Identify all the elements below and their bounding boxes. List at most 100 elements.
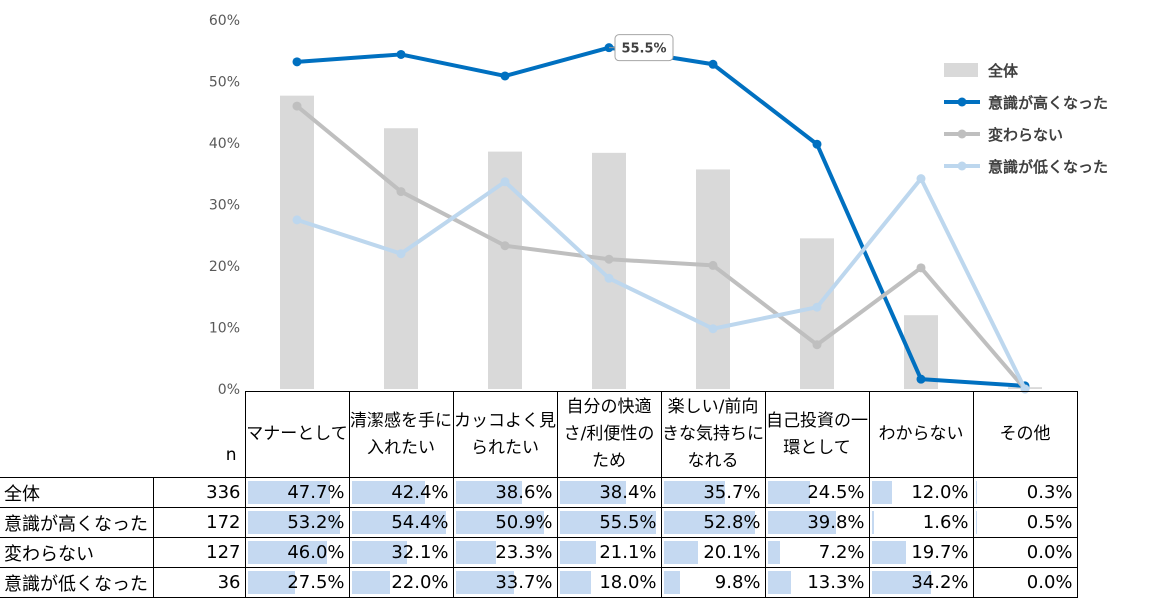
table-row: 意識が高くなった 172 53.2% 54.4% 50.9% 55.5% 52.8% 39.8… [0,507,1078,538]
data-bar [351,511,446,534]
data-point [500,177,510,187]
y-tick-label: 30% [209,198,240,214]
value-cell: 46.0% [244,537,350,568]
value-cell: 23.3% [452,537,558,568]
series-line [296,176,1027,390]
category-header: 清潔感を手に入れたい [348,391,454,478]
data-bar [871,571,931,594]
table-row: 全体 336 47.7% 42.4% 38.6% 38.4% 35.7% 24.5% 12.0%… [0,477,1078,508]
data-point [396,187,406,197]
n-value: 336 [152,477,246,508]
data-point [500,241,510,251]
value-cell: 18.0% [556,567,662,598]
data-point [604,273,614,283]
value-text: 23.3% [495,542,553,563]
y-tick-label: 10% [209,321,240,337]
value-cell: 35.7% [660,477,766,508]
value-cell: 13.3% [764,567,870,598]
value-text: 27.5% [287,572,345,593]
data-point [708,260,718,270]
value-text: 13.3% [807,572,865,593]
legend-marker [957,97,967,107]
n-value: 127 [152,537,246,568]
value-cell: 33.7% [452,567,558,598]
value-cell: 54.4% [348,507,454,538]
value-text: 7.2% [818,542,865,563]
data-bar [247,541,328,564]
data-bar [663,511,755,534]
value-text: 54.4% [391,512,449,533]
n-value: 172 [152,507,246,538]
data-bar [559,541,596,564]
bar [280,95,314,390]
data-bar [455,481,523,504]
value-text: 1.6% [922,512,969,533]
value-text: 24.5% [807,482,865,503]
value-cell: 0.3% [972,477,1078,508]
value-text: 35.7% [703,482,761,503]
data-point [916,174,926,184]
data-bar [871,481,893,504]
data-bar [663,571,681,594]
value-text: 0.0% [1026,542,1073,563]
value-text: 19.7% [911,542,969,563]
value-text: 38.4% [599,482,657,503]
data-bar [351,481,425,504]
data-bar [767,571,791,594]
table-row: 意識が低くなった 36 27.5% 22.0% 33.7% 18.0% 9.8% 13.3% 3… [0,567,1078,598]
data-point [708,324,718,334]
row-label: 全体 [0,477,153,508]
value-text: 0.5% [1026,512,1073,533]
bar [592,152,626,389]
value-cell: 55.5% [556,507,662,538]
bar [800,238,834,389]
data-point [916,374,926,384]
data-bar [767,481,810,504]
value-text: 9.8% [714,572,761,593]
value-cell: 7.2% [764,537,870,568]
value-cell: 52.8% [660,507,766,538]
data-bar [559,511,656,534]
legend-marker [957,161,967,171]
data-point [708,59,718,69]
legend-label: 全体 [987,62,1019,80]
value-cell: 50.9% [452,507,558,538]
blank-cell [0,392,153,478]
y-tick-label: 40% [209,136,240,152]
data-table: n マナーとして 清潔感を手に入れたい カッコよく見られたい 自分の快適さ/利便性のため… [0,391,1078,598]
bar [696,169,730,389]
data-point [812,302,822,312]
y-tick-label: 60% [209,13,240,29]
category-header: 自己投資の一環として [764,391,870,478]
bar [488,151,522,389]
n-value: 36 [152,567,246,598]
table-row: 変わらない 127 46.0% 32.1% 23.3% 21.1% 20.1% 7.2% 19.… [0,537,1078,568]
legend-marker [957,129,967,139]
data-point [812,139,822,149]
value-text: 32.1% [391,542,449,563]
data-point [396,249,406,259]
y-tick-label: 20% [209,259,240,275]
value-cell: 19.7% [868,537,974,568]
value-cell: 0.5% [972,507,1078,538]
data-point [292,57,302,67]
value-cell: 39.8% [764,507,870,538]
y-tick-label: 50% [209,75,240,91]
legend-swatch [944,63,978,77]
value-cell: 20.1% [660,537,766,568]
value-text: 53.2% [287,512,345,533]
value-cell: 32.1% [348,537,454,568]
value-text: 22.0% [391,572,449,593]
data-bar [975,481,977,504]
value-cell: 22.0% [348,567,454,598]
data-point [396,49,406,59]
value-cell: 47.7% [244,477,350,508]
value-text: 0.0% [1026,572,1073,593]
callout-box [614,34,674,62]
category-header: マナーとして [244,391,350,478]
data-point [292,101,302,111]
value-text: 52.8% [703,512,761,533]
value-cell: 42.4% [348,477,454,508]
data-bar [351,541,408,564]
legend-label: 意識が低くなった [988,158,1108,176]
